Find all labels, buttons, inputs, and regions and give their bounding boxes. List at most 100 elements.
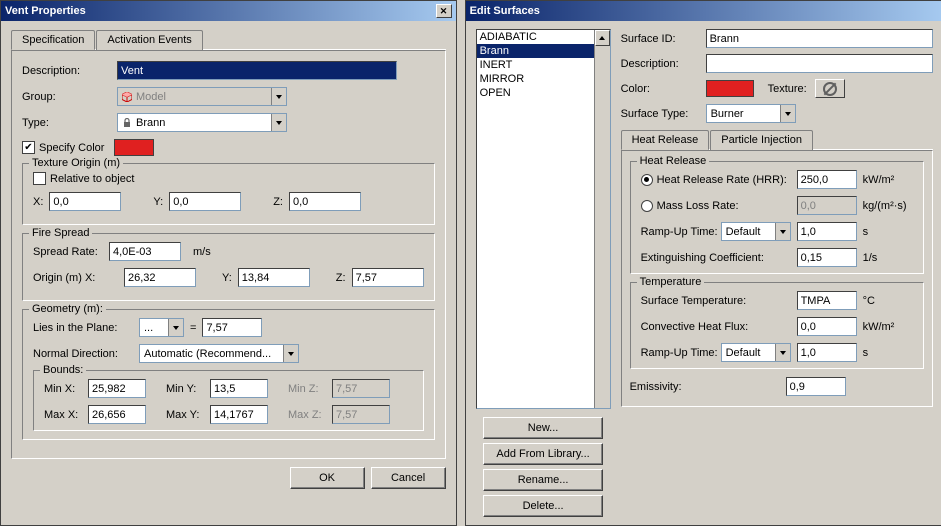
hr-ramp-combo[interactable]: Default — [721, 222, 791, 241]
rename-button[interactable]: Rename... — [483, 469, 603, 491]
texture-label: Texture: — [768, 83, 807, 95]
list-item[interactable]: INERT — [477, 58, 610, 72]
miny-input[interactable] — [210, 379, 268, 398]
chevron-down-icon — [271, 88, 286, 105]
chf-label: Convective Heat Flux: — [641, 321, 797, 333]
group-combo: Model — [117, 87, 287, 106]
type-combo[interactable]: Brann — [117, 113, 287, 132]
chf-unit: kW/m² — [863, 321, 913, 333]
tab-specification[interactable]: Specification — [11, 30, 95, 50]
add-from-library-button[interactable]: Add From Library... — [483, 443, 603, 465]
temp-ramp-combo[interactable]: Default — [721, 343, 791, 362]
origin-z-input[interactable] — [352, 268, 424, 287]
emissivity-label: Emissivity: — [630, 381, 786, 393]
heat-release-legend: Heat Release — [637, 155, 710, 167]
surface-type-label: Surface Type: — [621, 108, 706, 120]
minz-label: Min Z: — [288, 383, 328, 395]
ext-coef-label: Extinguishing Coefficient: — [641, 252, 797, 264]
tab-activation-events[interactable]: Activation Events — [96, 30, 202, 50]
ty-label: Y: — [153, 196, 163, 208]
tz-input[interactable] — [289, 192, 361, 211]
surface-listbox[interactable]: ADIABATIC Brann INERT MIRROR OPEN — [476, 29, 611, 409]
normal-dir-combo[interactable]: Automatic (Recommend... — [139, 344, 299, 363]
relative-checkbox[interactable] — [33, 172, 46, 185]
chevron-down-icon[interactable] — [283, 345, 298, 362]
chf-input[interactable] — [797, 317, 857, 336]
chevron-down-icon[interactable] — [168, 319, 183, 336]
ty-input[interactable] — [169, 192, 241, 211]
origin-y-input[interactable] — [238, 268, 310, 287]
origin-label: Origin (m) X: — [33, 272, 118, 284]
tz-label: Z: — [273, 196, 283, 208]
tab-particle-injection[interactable]: Particle Injection — [710, 130, 813, 150]
description-input[interactable] — [117, 61, 397, 80]
tx-input[interactable] — [49, 192, 121, 211]
specify-color-label: Specify Color — [39, 142, 104, 154]
plane-combo[interactable]: ... — [139, 318, 184, 337]
edit-surfaces-window: Edit Surfaces ADIABATIC Brann INERT MIRR… — [465, 0, 941, 526]
plane-value-input[interactable] — [202, 318, 262, 337]
tab-heat-release[interactable]: Heat Release — [621, 130, 710, 150]
tx-label: X: — [33, 196, 43, 208]
surface-type-combo[interactable]: Burner — [706, 104, 796, 123]
surf-titlebar: Edit Surfaces — [466, 1, 941, 21]
emissivity-input[interactable] — [786, 377, 846, 396]
bounds-legend: Bounds: — [40, 364, 86, 376]
eq-label: = — [190, 322, 196, 334]
scrollbar[interactable] — [594, 30, 610, 408]
mlr-radio[interactable] — [641, 200, 653, 212]
surf-title: Edit Surfaces — [470, 5, 540, 17]
temperature-legend: Temperature — [637, 276, 705, 288]
temp-ramp-unit: s — [863, 347, 913, 359]
surf-color-label: Color: — [621, 83, 706, 95]
surf-description-label: Description: — [621, 58, 706, 70]
chevron-down-icon[interactable] — [775, 223, 790, 240]
miny-label: Min Y: — [166, 383, 206, 395]
chevron-down-icon[interactable] — [271, 114, 286, 131]
heat-release-group: Heat Release Heat Release Rate (HRR): kW… — [630, 161, 924, 274]
delete-button[interactable]: Delete... — [483, 495, 603, 517]
chevron-down-icon[interactable] — [780, 105, 795, 122]
hrr-radio[interactable] — [641, 174, 653, 186]
vent-properties-window: Vent Properties ✕ Specification Activati… — [0, 0, 457, 526]
surf-description-input[interactable] — [706, 54, 933, 73]
surf-temp-input[interactable] — [797, 291, 857, 310]
list-item[interactable]: OPEN — [477, 86, 610, 100]
description-label: Description: — [22, 65, 117, 77]
cancel-button[interactable]: Cancel — [371, 467, 446, 489]
surf-tabpanel: Heat Release Heat Release Rate (HRR): kW… — [621, 150, 933, 407]
ms-unit: m/s — [193, 246, 211, 258]
scroll-up-icon[interactable] — [595, 30, 610, 46]
list-item[interactable]: ADIABATIC — [477, 30, 610, 44]
origin-x-input[interactable] — [124, 268, 196, 287]
ok-button[interactable]: OK — [290, 467, 365, 489]
hrr-input[interactable] — [797, 170, 857, 189]
mlr-unit: kg/(m²·s) — [863, 200, 913, 212]
group-value: Model — [136, 91, 166, 103]
hr-ramp-input[interactable] — [797, 222, 857, 241]
ext-coef-input[interactable] — [797, 248, 857, 267]
group-label: Group: — [22, 91, 117, 103]
temp-ramp-input[interactable] — [797, 343, 857, 362]
lies-plane-label: Lies in the Plane: — [33, 322, 133, 334]
chevron-down-icon[interactable] — [775, 344, 790, 361]
new-button[interactable]: New... — [483, 417, 603, 439]
surface-id-input[interactable] — [706, 29, 933, 48]
maxy-input[interactable] — [210, 405, 268, 424]
color-swatch[interactable] — [114, 139, 154, 156]
close-icon[interactable]: ✕ — [436, 4, 452, 18]
specify-color-checkbox[interactable]: ✔ — [22, 141, 35, 154]
vent-tabpanel: Description: Group: Model — [11, 50, 446, 459]
texture-button[interactable] — [815, 79, 845, 98]
oz-label: Z: — [336, 272, 346, 284]
minx-label: Min X: — [44, 383, 84, 395]
maxx-input[interactable] — [88, 405, 146, 424]
vent-title: Vent Properties — [5, 5, 86, 17]
spread-rate-input[interactable] — [109, 242, 181, 261]
list-item[interactable]: MIRROR — [477, 72, 610, 86]
minx-input[interactable] — [88, 379, 146, 398]
type-value: Brann — [136, 117, 165, 129]
list-item[interactable]: Brann — [477, 44, 610, 58]
maxz-label: Max Z: — [288, 409, 328, 421]
surf-color-swatch[interactable] — [706, 80, 754, 97]
